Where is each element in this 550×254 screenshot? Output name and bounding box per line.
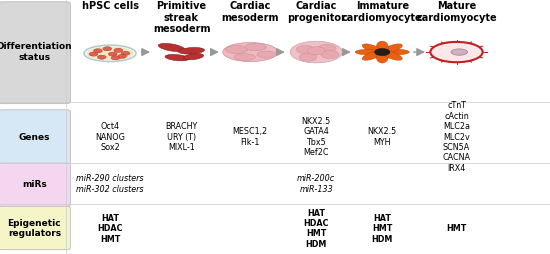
Ellipse shape [84,45,136,62]
Ellipse shape [165,54,189,61]
Text: HAT
HDAC
HMT: HAT HDAC HMT [97,214,123,244]
FancyBboxPatch shape [0,2,70,104]
Ellipse shape [430,42,483,62]
Text: Epigenetic
regulators: Epigenetic regulators [8,219,61,238]
Ellipse shape [234,54,255,61]
Ellipse shape [382,44,402,53]
Text: HMT: HMT [446,224,467,233]
Text: miR-200c
miR-133: miR-200c miR-133 [297,174,336,194]
Ellipse shape [178,47,205,54]
Ellipse shape [355,49,382,55]
Circle shape [318,44,336,52]
Circle shape [118,54,127,58]
Circle shape [111,56,120,60]
Circle shape [299,53,317,61]
Circle shape [296,45,314,54]
Text: Cardiac
mesoderm: Cardiac mesoderm [222,1,279,23]
Text: Cardiac
progenitor: Cardiac progenitor [287,1,346,23]
Text: HAT
HDAC
HMT
HDM: HAT HDAC HMT HDM [304,209,329,249]
Ellipse shape [87,46,133,60]
Ellipse shape [382,51,402,60]
Circle shape [375,49,390,56]
Ellipse shape [383,49,409,55]
Circle shape [97,55,106,59]
Text: Oct4
NANOG
Sox2: Oct4 NANOG Sox2 [95,122,125,152]
Ellipse shape [184,54,204,60]
FancyBboxPatch shape [0,110,70,165]
Circle shape [108,52,117,56]
Text: NKX2.5
GATA4
Tbx5
Mef2C: NKX2.5 GATA4 Tbx5 Mef2C [301,117,331,157]
Ellipse shape [362,44,383,53]
Text: Primitive
streak
mesoderm: Primitive streak mesoderm [153,1,210,35]
Circle shape [307,47,325,55]
Text: Mature
cardiomyocyte: Mature cardiomyocyte [416,1,497,23]
Circle shape [114,48,123,52]
Ellipse shape [290,41,342,63]
Circle shape [103,47,112,51]
Ellipse shape [451,49,468,55]
Circle shape [121,51,130,55]
Ellipse shape [257,51,276,58]
Circle shape [89,52,98,56]
Ellipse shape [245,43,266,51]
Text: Immature
cardiomyocyte: Immature cardiomyocyte [342,1,422,23]
Circle shape [321,51,339,59]
Ellipse shape [362,51,383,60]
Ellipse shape [376,51,388,63]
Ellipse shape [158,43,185,52]
Text: BRACHY
URY (T)
MIXL-1: BRACHY URY (T) MIXL-1 [166,122,197,152]
Ellipse shape [226,45,248,54]
Text: Genes: Genes [19,133,50,142]
Text: HAT
HMT
HDM: HAT HMT HDM [372,214,393,244]
Text: miRs: miRs [22,180,47,189]
Text: miR-290 clusters
miR-302 clusters: miR-290 clusters miR-302 clusters [76,174,144,194]
Text: hPSC cells: hPSC cells [81,1,139,11]
Circle shape [94,49,102,53]
Ellipse shape [376,41,388,53]
Ellipse shape [223,42,278,62]
Text: cTnT
cActin
MLC2a
MLC2v
SCN5A
CACNA
IRX4: cTnT cActin MLC2a MLC2v SCN5A CACNA IRX4 [443,101,470,173]
Text: MESC1,2
Flk-1: MESC1,2 Flk-1 [233,128,268,147]
FancyBboxPatch shape [0,163,70,207]
Text: Differentiation
status: Differentiation status [0,42,72,62]
Text: NKX2.5
MYH: NKX2.5 MYH [367,128,397,147]
FancyBboxPatch shape [0,206,70,250]
